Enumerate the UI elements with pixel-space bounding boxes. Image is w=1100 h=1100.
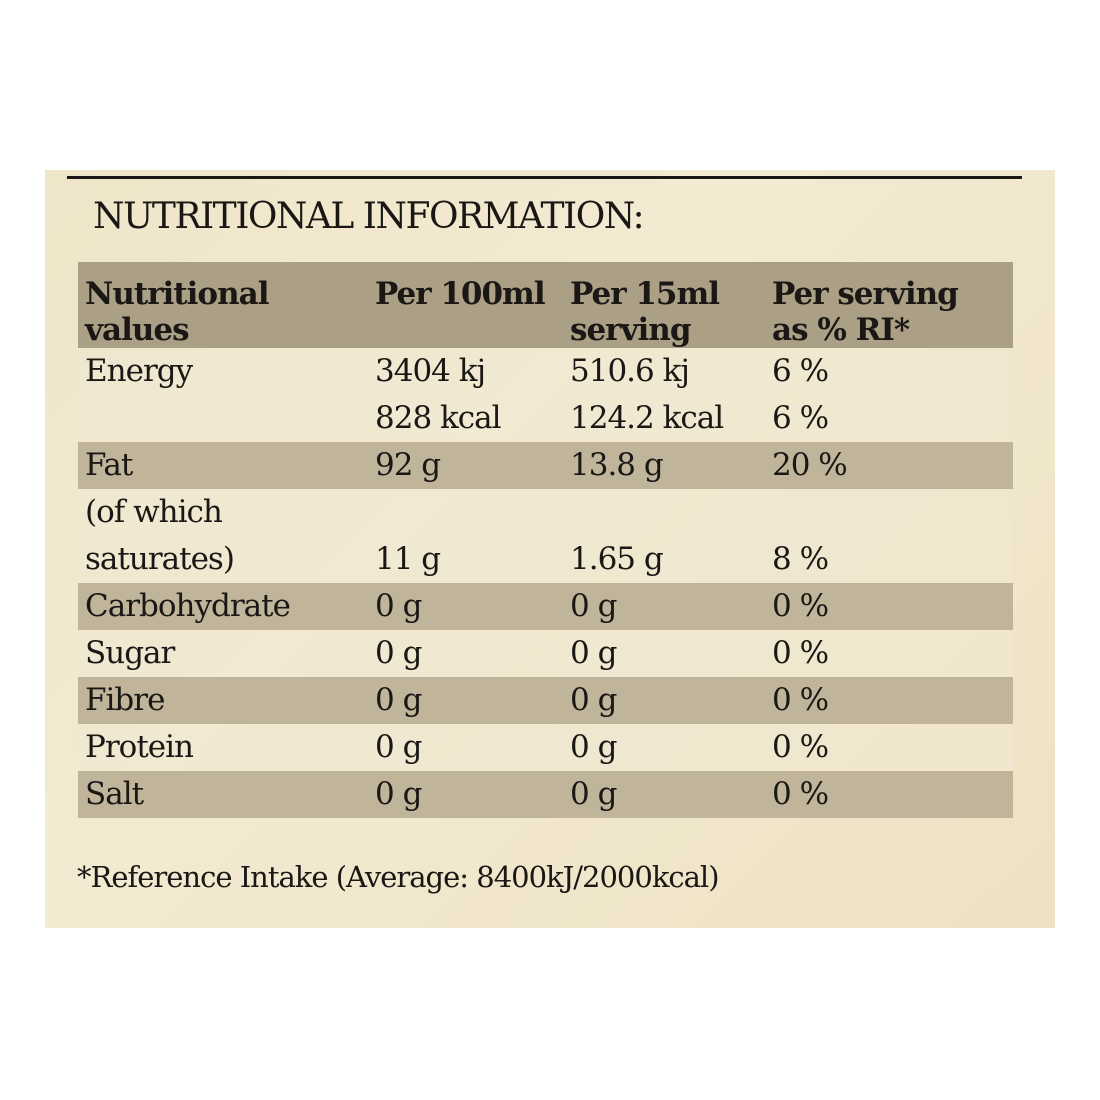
- table-row: (of which: [78, 489, 1013, 536]
- header-per-100ml: Per 100ml: [375, 276, 546, 312]
- cell-per15: 13.8 g: [570, 447, 664, 483]
- cell-per15: 0 g: [570, 776, 617, 812]
- cell-name: Fat: [85, 447, 133, 483]
- cell-ri: 0 %: [772, 729, 829, 765]
- cell-ri: 0 %: [772, 635, 829, 671]
- cell-per15: 0 g: [570, 635, 617, 671]
- top-rule: [67, 176, 1022, 179]
- cell-name: Sugar: [85, 635, 175, 671]
- table-row: Fibre 0 g 0 g 0 %: [78, 677, 1013, 724]
- cell-name: Salt: [85, 776, 144, 812]
- nutrition-table: Nutritional values Per 100ml Per 15ml serv…: [78, 262, 1013, 818]
- cell-per15: 1.65 g: [570, 541, 664, 577]
- cell-per100: 3404 kj: [375, 353, 486, 389]
- cell-ri: 8 %: [772, 541, 829, 577]
- cell-ri: 0 %: [772, 588, 829, 624]
- cell-per15: 0 g: [570, 588, 617, 624]
- cell-name: Carbohydrate: [85, 588, 291, 624]
- cell-ri: 0 %: [772, 682, 829, 718]
- table-row: Fat 92 g 13.8 g 20 %: [78, 442, 1013, 489]
- header-nutritional-values: Nutritional values: [85, 276, 269, 348]
- cell-name: (of which: [85, 494, 223, 530]
- cell-ri: 0 %: [772, 776, 829, 812]
- cell-name: [78, 395, 368, 442]
- cell-per15: 0 g: [570, 729, 617, 765]
- cell-name: Energy: [85, 353, 193, 389]
- header-ri: Per serving as % RI*: [772, 276, 959, 348]
- header-per-15ml: Per 15ml serving: [570, 276, 720, 348]
- cell-per15: [563, 489, 765, 536]
- table-row: Carbohydrate 0 g 0 g 0 %: [78, 583, 1013, 630]
- cell-per15: 0 g: [570, 682, 617, 718]
- cell-name: saturates): [85, 541, 235, 577]
- cell-ri: 6 %: [772, 353, 829, 389]
- cell-name: Protein: [85, 729, 194, 765]
- table-row: Protein 0 g 0 g 0 %: [78, 724, 1013, 771]
- cell-ri: 20 %: [772, 447, 848, 483]
- cell-per100: 0 g: [375, 588, 422, 624]
- table-row: saturates) 11 g 1.65 g 8 %: [78, 536, 1013, 583]
- table-header-row: Nutritional values Per 100ml Per 15ml serv…: [78, 262, 1013, 348]
- cell-ri: 6 %: [772, 400, 829, 436]
- table-row: 828 kcal 124.2 kcal 6 %: [78, 395, 1013, 442]
- cell-ri: [765, 489, 1013, 536]
- cell-per100: 0 g: [375, 776, 422, 812]
- cell-per100: 0 g: [375, 729, 422, 765]
- cell-per100: [368, 489, 563, 536]
- table-row: Salt 0 g 0 g 0 %: [78, 771, 1013, 818]
- cell-per100: 0 g: [375, 635, 422, 671]
- cell-per15: 124.2 kcal: [570, 400, 724, 436]
- cell-per100: 11 g: [375, 541, 441, 577]
- nutrition-label: NUTRITIONAL INFORMATION: Nutritional valu…: [45, 170, 1055, 928]
- footnote: *Reference Intake (Average: 8400kJ/2000k…: [77, 860, 720, 894]
- label-title: NUTRITIONAL INFORMATION:: [93, 196, 645, 237]
- cell-name: Fibre: [85, 682, 165, 718]
- table-row: Sugar 0 g 0 g 0 %: [78, 630, 1013, 677]
- cell-per100: 0 g: [375, 682, 422, 718]
- cell-per100: 828 kcal: [375, 400, 502, 436]
- cell-per100: 92 g: [375, 447, 441, 483]
- table-row: Energy 3404 kj 510.6 kj 6 %: [78, 348, 1013, 395]
- cell-per15: 510.6 kj: [570, 353, 690, 389]
